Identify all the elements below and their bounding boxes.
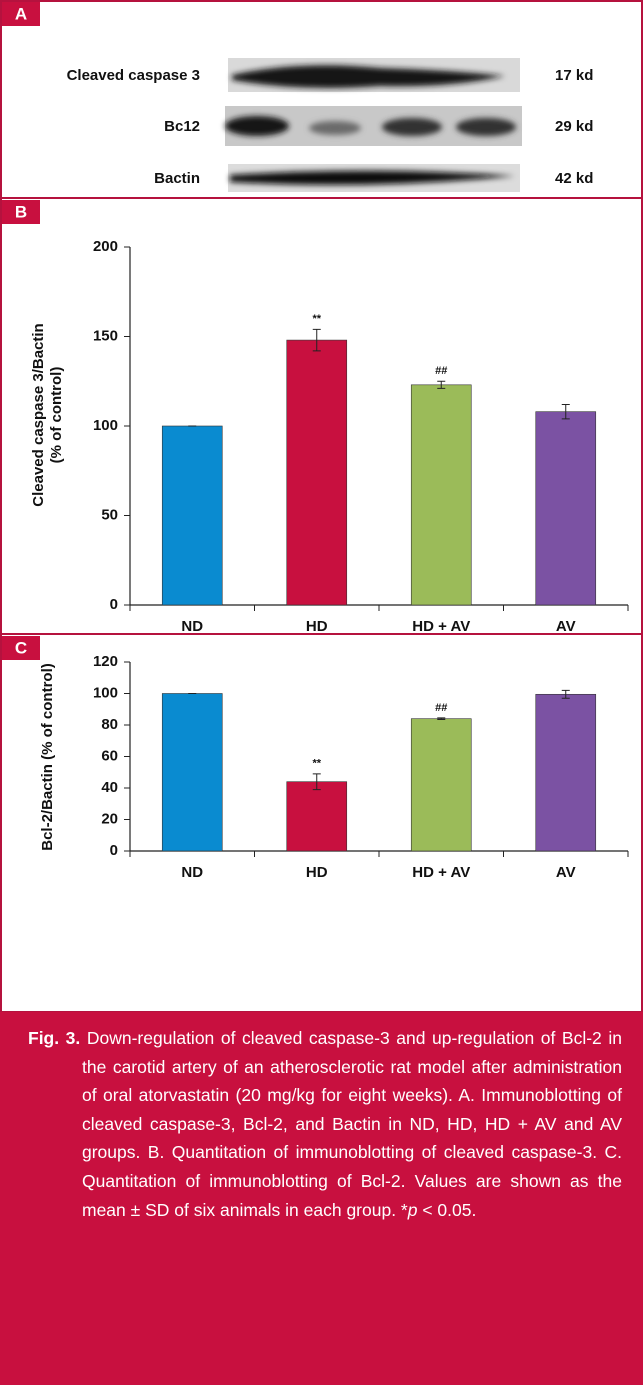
- panel-label: B: [15, 202, 27, 221]
- bar: [411, 719, 471, 851]
- bar: [287, 340, 347, 605]
- bar: [536, 412, 596, 605]
- y-tick-label: 150: [93, 327, 118, 344]
- protein-label: Cleaved caspase 3: [67, 67, 200, 84]
- x-tick-label: HD: [306, 618, 328, 635]
- bar: [411, 385, 471, 605]
- caption-text: Down-regulation of cleaved caspase-3 and…: [82, 1028, 622, 1220]
- y-tick-label: 200: [93, 238, 118, 255]
- band: [382, 118, 442, 136]
- size-label: 42 kd: [555, 170, 593, 187]
- bar: [162, 426, 222, 605]
- y-tick-label: 80: [101, 716, 118, 733]
- annotation: **: [312, 758, 321, 770]
- bar: [287, 782, 347, 851]
- band: [225, 116, 289, 136]
- y-axis-label: Bcl-2/Bactin (% of control): [39, 663, 56, 851]
- y-axis-label: Cleaved caspase 3/Bactin: [30, 323, 47, 506]
- y-tick-label: 40: [101, 779, 118, 796]
- y-tick-label: 0: [110, 596, 118, 613]
- size-label: 17 kd: [555, 67, 593, 84]
- panel-label: A: [15, 4, 27, 23]
- x-tick-label: HD + AV: [412, 864, 470, 881]
- y-tick-label: 100: [93, 417, 118, 434]
- x-tick-label: ND: [181, 864, 203, 881]
- x-tick-label: ND: [181, 618, 203, 635]
- y-tick-label: 0: [110, 842, 118, 859]
- x-tick-label: HD: [306, 864, 328, 881]
- protein-label: Bc12: [164, 118, 200, 135]
- annotation: **: [312, 313, 321, 325]
- panels: A Cleaved caspase 3 17 kd Bc12 29 kd Bactin 42…: [0, 0, 643, 1012]
- x-tick-label: AV: [556, 864, 576, 881]
- y-tick-label: 100: [93, 684, 118, 701]
- y-tick-label: 50: [101, 506, 118, 523]
- figure: A Cleaved caspase 3 17 kd Bc12 29 kd Bactin 42…: [0, 0, 643, 1385]
- size-label: 29 kd: [555, 118, 593, 135]
- annotation: ##: [435, 365, 447, 377]
- protein-label: Bactin: [154, 170, 200, 187]
- caption-label: Fig. 3.: [28, 1028, 80, 1048]
- caption: Fig. 3. Down-regulation of cleaved caspa…: [82, 1024, 622, 1224]
- band: [456, 118, 516, 136]
- band: [309, 121, 361, 135]
- caption-text: < 0.05.: [417, 1200, 476, 1220]
- panel-label: C: [15, 638, 27, 657]
- caption-box: Fig. 3. Down-regulation of cleaved caspa…: [0, 1012, 643, 1385]
- bar: [536, 694, 596, 851]
- y-axis-label: (% of control): [48, 367, 65, 464]
- x-tick-label: AV: [556, 618, 576, 635]
- y-tick-label: 20: [101, 810, 118, 827]
- annotation: ##: [435, 702, 447, 714]
- y-tick-label: 120: [93, 653, 118, 670]
- bar: [162, 694, 222, 852]
- blot: [225, 58, 522, 192]
- y-tick-label: 60: [101, 747, 118, 764]
- caption-text: p: [408, 1200, 418, 1220]
- x-tick-label: HD + AV: [412, 618, 470, 635]
